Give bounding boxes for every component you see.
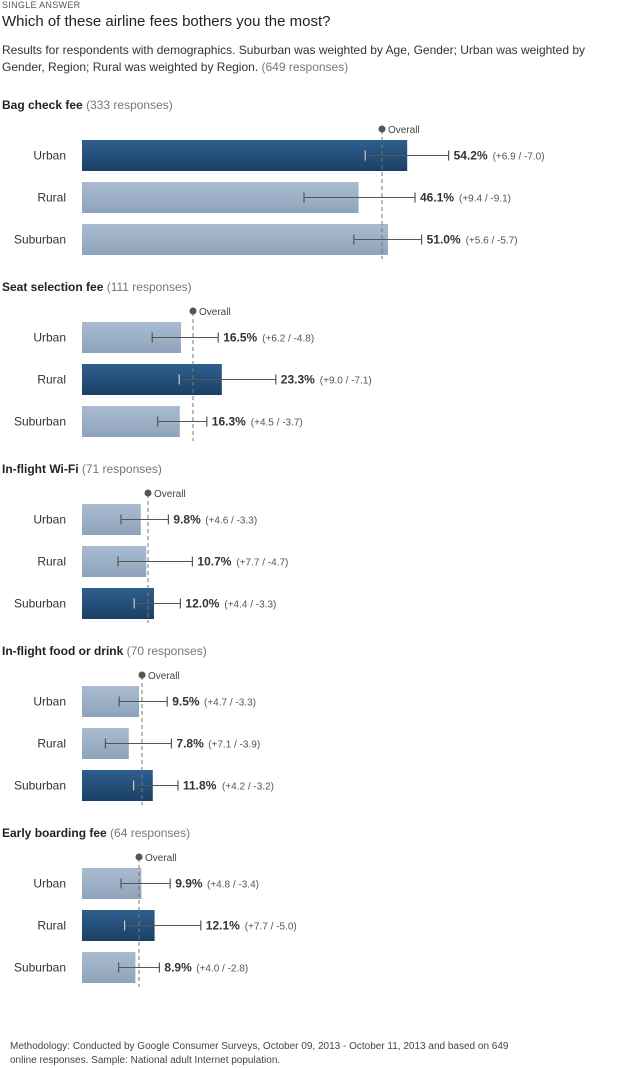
group-title-2: In-flight Wi-Fi (71 responses) — [2, 462, 162, 476]
value-label: 12.1% — [206, 919, 240, 933]
value-label: 8.9% — [164, 961, 192, 975]
group-title-4: Early boarding fee (64 responses) — [2, 826, 190, 840]
group-responses: (70 responses) — [126, 644, 207, 658]
overall-label: Overall — [388, 125, 420, 136]
overall-label: Overall — [145, 853, 177, 864]
group-title-3: In-flight food or drink (70 responses) — [2, 644, 207, 658]
bar — [82, 140, 408, 171]
value-label: 54.2% — [454, 149, 488, 163]
error-label: (+9.4 / -9.1) — [459, 194, 511, 205]
row-label: Rural — [37, 191, 66, 205]
subtitle-text: Results for respondents with demographic… — [2, 43, 585, 74]
error-label: (+9.0 / -7.1) — [320, 376, 372, 387]
value-label: 46.1% — [420, 191, 454, 205]
row-label: Suburban — [14, 779, 66, 793]
overall-marker — [135, 853, 143, 861]
value-label: 23.3% — [281, 373, 315, 387]
error-label: (+6.9 / -7.0) — [493, 152, 545, 163]
group-responses: (333 responses) — [86, 98, 173, 112]
error-label: (+4.7 / -3.3) — [204, 698, 256, 709]
row-label: Rural — [37, 555, 66, 569]
overall-marker — [378, 125, 386, 133]
question-type: SINGLE ANSWER — [2, 0, 81, 10]
group-title-0: Bag check fee (333 responses) — [2, 98, 173, 112]
error-label: (+4.0 / -2.8) — [196, 964, 248, 975]
row-label: Suburban — [14, 415, 66, 429]
row-label: Urban — [33, 877, 66, 891]
group-name: Bag check fee — [2, 98, 83, 112]
error-label: (+4.4 / -3.3) — [224, 600, 276, 611]
error-label: (+7.1 / -3.9) — [208, 740, 260, 751]
error-label: (+7.7 / -4.7) — [236, 558, 288, 569]
error-label: (+5.6 / -5.7) — [466, 236, 518, 247]
bar — [82, 224, 388, 255]
group-responses: (111 responses) — [106, 280, 192, 294]
group-name: In-flight Wi-Fi — [2, 462, 79, 476]
chart: Urban 54.2% (+6.9 / -7.0) Rural 46.1% (+9.4 /… — [14, 125, 545, 987]
group-responses: (64 responses) — [110, 826, 191, 840]
row-label: Urban — [33, 331, 66, 345]
error-label: (+7.7 / -5.0) — [245, 922, 297, 933]
overall-label: Overall — [154, 489, 186, 500]
error-label: (+4.6 / -3.3) — [205, 516, 257, 527]
row-label: Urban — [33, 695, 66, 709]
group-title-1: Seat selection fee (111 responses) — [2, 280, 192, 294]
value-label: 11.8% — [183, 779, 217, 793]
question-title: Which of these airline fees bothers you … — [2, 13, 331, 30]
group-responses: (71 responses) — [81, 462, 162, 476]
value-label: 10.7% — [197, 555, 231, 569]
row-label: Suburban — [14, 233, 66, 247]
row-label: Rural — [37, 373, 66, 387]
row-label: Urban — [33, 149, 66, 163]
overall-label: Overall — [148, 671, 180, 682]
error-label: (+4.5 / -3.7) — [251, 418, 303, 429]
value-label: 16.5% — [223, 331, 257, 345]
group-name: Seat selection fee — [2, 280, 104, 294]
error-label: (+4.2 / -3.2) — [222, 782, 274, 793]
overall-marker — [144, 489, 152, 497]
value-label: 9.9% — [175, 877, 203, 891]
overall-marker — [189, 307, 197, 315]
value-label: 16.3% — [212, 415, 246, 429]
value-label: 7.8% — [176, 737, 204, 751]
row-label: Suburban — [14, 961, 66, 975]
row-label: Urban — [33, 513, 66, 527]
overall-marker — [138, 671, 146, 679]
methodology-note: Methodology: Conducted by Google Consume… — [10, 1041, 509, 1066]
subtitle: Results for respondents with demographic… — [2, 42, 630, 76]
value-label: 9.8% — [173, 513, 201, 527]
row-label: Suburban — [14, 597, 66, 611]
error-label: (+6.2 / -4.8) — [262, 334, 314, 345]
row-label: Rural — [37, 737, 66, 751]
total-responses: (649 responses) — [261, 60, 349, 74]
value-label: 51.0% — [427, 233, 461, 247]
value-label: 9.5% — [172, 695, 200, 709]
error-label: (+4.8 / -3.4) — [207, 880, 259, 891]
value-label: 12.0% — [185, 597, 219, 611]
overall-label: Overall — [199, 307, 231, 318]
group-name: Early boarding fee — [2, 826, 107, 840]
row-label: Rural — [37, 919, 66, 933]
group-name: In-flight food or drink — [2, 644, 124, 658]
